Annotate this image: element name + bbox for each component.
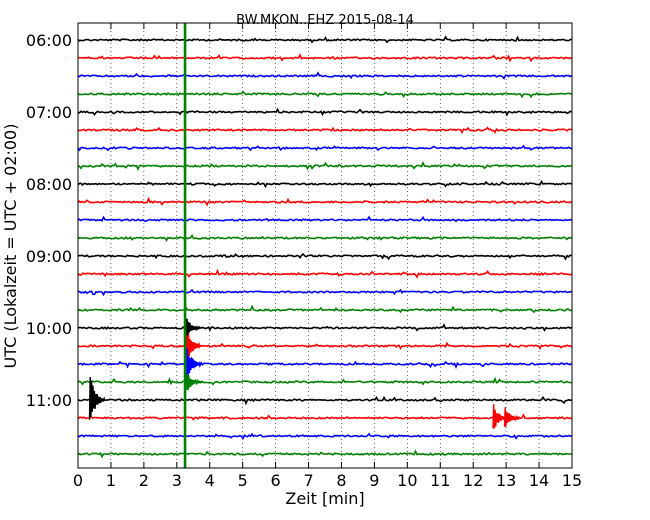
trace-line: [77, 268, 572, 279]
y-axis-ticks: 06:00 07:00 08:00 09:00 10:00 11:00: [26, 31, 72, 410]
x-tick-label: 1: [106, 471, 116, 490]
y-axis-label: UTC (Lokalzeit = UTC + 02:00): [1, 124, 20, 369]
x-axis-ticks: 0 1 2 3 4 5 6 7 8 9 10 11 12 13 14 15: [73, 23, 582, 490]
plot-frame: [77, 22, 573, 469]
x-tick-label: 4: [205, 471, 215, 490]
x-tick-label: 15: [562, 471, 582, 490]
trace-line: [77, 341, 572, 350]
trace-line: [77, 215, 572, 223]
x-tick-label: 3: [172, 471, 182, 490]
trace-line: [77, 376, 572, 386]
chart-title: BW.MKON..EHZ 2015-08-14: [236, 13, 414, 28]
x-tick-label: 6: [271, 471, 281, 490]
trace-line: [77, 252, 572, 261]
trace-line: [77, 90, 572, 99]
x-tick-label: 13: [496, 471, 516, 490]
trace-line: [77, 179, 572, 189]
trace-line: [77, 196, 572, 207]
y-tick-label: 10:00: [26, 319, 72, 338]
trace-line: [77, 432, 572, 440]
x-tick-label: 8: [336, 471, 346, 490]
trace-line: [77, 126, 572, 135]
y-tick-label: 06:00: [26, 31, 72, 50]
y-tick-label: 08:00: [26, 175, 72, 194]
y-tick-label: 11:00: [26, 391, 72, 410]
x-tick-label: 14: [529, 471, 549, 490]
vertical-grid: [110, 23, 540, 468]
x-tick-label: 0: [73, 471, 83, 490]
event-burst: [88, 376, 106, 420]
event-burst: [503, 407, 521, 427]
trace-line: [77, 161, 572, 172]
y-tick-label: 07:00: [26, 103, 72, 122]
x-tick-label: 5: [238, 471, 248, 490]
trace-line: [77, 395, 572, 406]
trace-line: [78, 107, 572, 117]
trace-line: [77, 413, 572, 421]
event-burst: [184, 318, 202, 339]
x-tick-label: 12: [463, 471, 483, 490]
trace-line: [77, 144, 572, 152]
trace-line: [77, 360, 572, 369]
event-markers: [88, 23, 521, 468]
x-axis-label: Zeit [min]: [285, 489, 364, 508]
trace-line: [77, 71, 572, 80]
trace-line: [77, 53, 572, 63]
x-tick-label: 2: [139, 471, 149, 490]
trace-line: [77, 233, 572, 242]
trace-line: [77, 449, 572, 459]
trace-line: [77, 288, 572, 297]
trace-line: [77, 304, 572, 314]
x-tick-label: 10: [397, 471, 417, 490]
x-tick-label: 7: [303, 471, 313, 490]
trace-line: [77, 323, 572, 332]
x-tick-label: 9: [369, 471, 379, 490]
event-burst: [186, 348, 203, 382]
event-burst: [186, 373, 203, 391]
trace-line: [77, 35, 572, 44]
y-tick-label: 09:00: [26, 247, 72, 266]
x-tick-label: 11: [430, 471, 450, 490]
trace-lines: [77, 35, 572, 459]
